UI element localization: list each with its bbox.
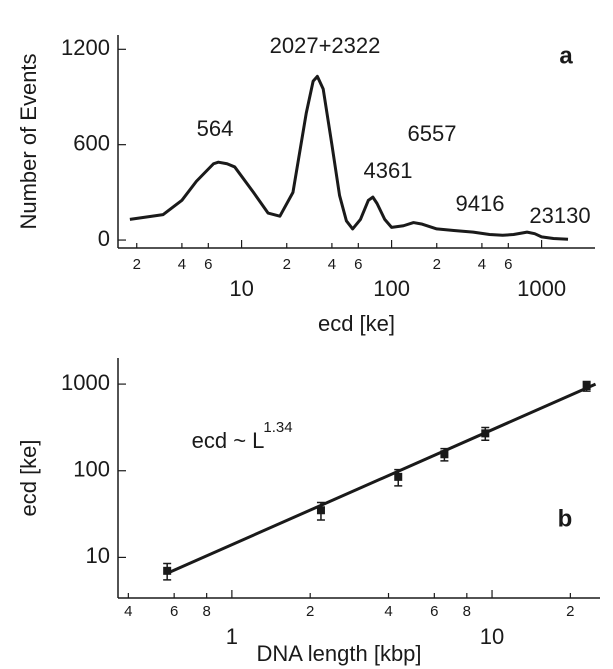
data-point	[582, 382, 591, 391]
y-tick-label: 600	[73, 130, 110, 155]
annotation: 1.34	[263, 419, 292, 436]
annotation: 9416	[456, 191, 505, 216]
x-tick-label: 6	[504, 256, 512, 273]
x-tick-label: 6	[204, 256, 212, 273]
fit-line	[165, 382, 597, 575]
x-tick-label: 4	[178, 256, 186, 273]
data-point	[163, 566, 172, 575]
annotation: 2027+2322	[270, 33, 381, 58]
data-line	[129, 74, 569, 241]
y-tick-label: 10	[86, 543, 110, 568]
x-tick-label: 10	[480, 624, 504, 649]
y-tick-label: 100	[73, 457, 110, 482]
x-tick-label: 6	[170, 603, 178, 620]
data-point	[481, 429, 490, 438]
data-point	[440, 450, 449, 459]
x-tick-label: 4	[328, 256, 336, 273]
annotation: ecd ~ L	[192, 428, 265, 453]
annotation: 564	[197, 116, 234, 141]
annotation: 6557	[408, 121, 457, 146]
annotation: b	[558, 505, 573, 532]
x-tick-label: 2	[566, 603, 574, 620]
x-axis-label: DNA length [kbp]	[256, 641, 421, 666]
annotation: 4361	[364, 158, 413, 183]
x-tick-label: 1	[226, 624, 238, 649]
x-tick-label: 4	[124, 603, 132, 620]
y-axis-label: ecd [ke]	[16, 439, 41, 516]
x-tick-label: 4	[478, 256, 486, 273]
x-tick-label: 2	[133, 256, 141, 273]
x-tick-label: 1000	[517, 276, 566, 301]
data-point	[394, 472, 403, 481]
x-tick-label: 2	[283, 256, 291, 273]
x-tick-label: 10	[229, 276, 253, 301]
data-point	[316, 506, 325, 515]
x-tick-label: 8	[202, 603, 210, 620]
x-tick-label: 6	[354, 256, 362, 273]
x-tick-label: 2	[306, 603, 314, 620]
x-tick-label: 2	[433, 256, 441, 273]
y-axis-label: Number of Events	[16, 53, 41, 229]
x-axis-label: ecd [ke]	[318, 311, 395, 336]
y-tick-label: 1200	[61, 35, 110, 60]
annotation: a	[559, 42, 573, 69]
x-tick-label: 100	[373, 276, 410, 301]
x-tick-label: 8	[463, 603, 471, 620]
annotation: 23130	[529, 203, 590, 228]
y-tick-label: 1000	[61, 370, 110, 395]
x-tick-label: 6	[430, 603, 438, 620]
x-tick-label: 4	[384, 603, 392, 620]
y-tick-label: 0	[98, 226, 110, 251]
